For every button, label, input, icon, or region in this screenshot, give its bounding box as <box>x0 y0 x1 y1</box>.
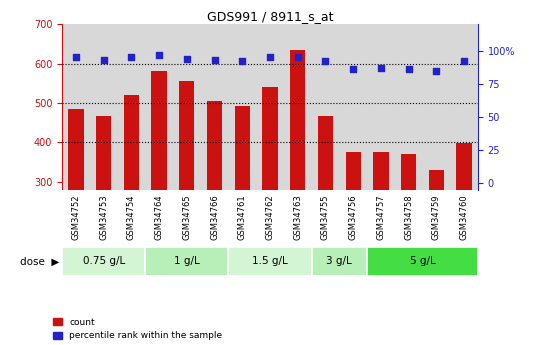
Point <box>238 59 247 64</box>
Legend: count, percentile rank within the sample: count, percentile rank within the sample <box>53 318 222 341</box>
Bar <box>395 24 422 190</box>
Point <box>266 55 274 60</box>
Bar <box>118 24 145 190</box>
Text: GSM34765: GSM34765 <box>183 194 191 240</box>
Text: GSM34761: GSM34761 <box>238 194 247 240</box>
Text: GSM34764: GSM34764 <box>154 194 164 240</box>
Bar <box>367 247 478 276</box>
Point <box>432 68 441 73</box>
Bar <box>145 24 173 190</box>
Point <box>72 55 80 60</box>
Text: GSM34758: GSM34758 <box>404 194 413 240</box>
Bar <box>284 24 312 190</box>
Point <box>349 67 357 72</box>
Point <box>376 65 385 71</box>
Text: 5 g/L: 5 g/L <box>409 256 435 266</box>
Bar <box>450 24 478 190</box>
Point <box>99 57 108 63</box>
Bar <box>262 87 278 190</box>
Bar <box>173 24 201 190</box>
Text: GSM34759: GSM34759 <box>432 194 441 240</box>
Bar <box>401 154 416 190</box>
Bar <box>90 24 118 190</box>
Bar <box>429 170 444 190</box>
Point <box>127 55 136 60</box>
Bar <box>422 24 450 190</box>
Text: GSM34756: GSM34756 <box>349 194 357 240</box>
Bar <box>228 247 312 276</box>
Text: GSM34763: GSM34763 <box>293 194 302 240</box>
Bar <box>235 106 250 190</box>
Bar <box>69 109 84 190</box>
Point <box>183 56 191 61</box>
Bar <box>339 24 367 190</box>
Text: GSM34766: GSM34766 <box>210 194 219 240</box>
Bar <box>256 24 284 190</box>
Bar <box>152 71 167 190</box>
Text: GSM34753: GSM34753 <box>99 194 108 240</box>
Text: GSM34762: GSM34762 <box>266 194 274 240</box>
Point <box>293 55 302 60</box>
Bar <box>228 24 256 190</box>
Bar <box>179 81 194 190</box>
Bar <box>312 247 367 276</box>
Bar <box>290 50 305 190</box>
Text: 1 g/L: 1 g/L <box>174 256 200 266</box>
Bar <box>201 24 228 190</box>
Point <box>460 59 468 64</box>
Bar <box>346 152 361 190</box>
Text: 0.75 g/L: 0.75 g/L <box>83 256 125 266</box>
Text: GSM34755: GSM34755 <box>321 194 330 240</box>
Bar <box>62 24 90 190</box>
Bar <box>312 24 339 190</box>
Title: GDS991 / 8911_s_at: GDS991 / 8911_s_at <box>207 10 333 23</box>
Bar <box>367 24 395 190</box>
Bar <box>145 247 228 276</box>
Point <box>155 52 164 57</box>
Bar <box>62 247 145 276</box>
Text: GSM34760: GSM34760 <box>460 194 469 240</box>
Text: dose  ▶: dose ▶ <box>20 256 59 266</box>
Bar <box>318 116 333 190</box>
Text: GSM34754: GSM34754 <box>127 194 136 240</box>
Text: 3 g/L: 3 g/L <box>326 256 352 266</box>
Bar <box>456 143 471 190</box>
Point <box>210 57 219 63</box>
Text: 1.5 g/L: 1.5 g/L <box>252 256 288 266</box>
Bar <box>207 101 222 190</box>
Text: GSM34757: GSM34757 <box>376 194 386 240</box>
Point <box>321 59 330 64</box>
Point <box>404 67 413 72</box>
Bar <box>124 95 139 190</box>
Bar <box>96 116 111 190</box>
Text: GSM34752: GSM34752 <box>71 194 80 240</box>
Bar <box>373 151 388 190</box>
